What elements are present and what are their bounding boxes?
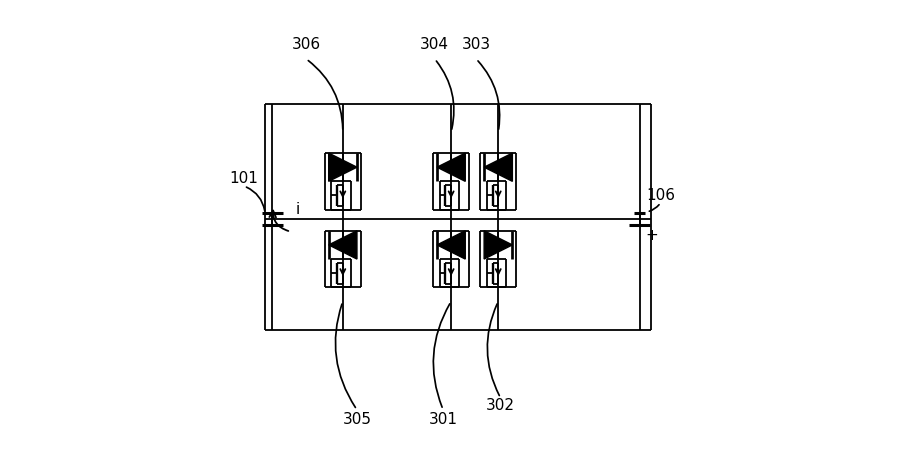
FancyArrowPatch shape (336, 304, 356, 407)
Text: 301: 301 (429, 412, 458, 427)
Polygon shape (437, 231, 465, 259)
Text: 306: 306 (291, 37, 321, 52)
Text: 106: 106 (647, 188, 675, 203)
FancyArrowPatch shape (449, 269, 454, 274)
FancyArrowPatch shape (649, 205, 659, 211)
FancyArrowPatch shape (308, 61, 343, 129)
Text: 305: 305 (343, 412, 372, 427)
Text: i: i (296, 202, 300, 217)
Polygon shape (328, 231, 357, 259)
FancyArrowPatch shape (449, 191, 454, 196)
Polygon shape (328, 153, 357, 181)
Polygon shape (484, 231, 512, 259)
FancyArrowPatch shape (478, 61, 500, 129)
FancyArrowPatch shape (247, 187, 265, 211)
FancyArrowPatch shape (496, 191, 501, 196)
FancyArrowPatch shape (434, 304, 450, 407)
FancyArrowPatch shape (436, 61, 454, 129)
FancyArrowPatch shape (496, 269, 501, 274)
FancyArrowPatch shape (340, 269, 346, 274)
Text: 101: 101 (229, 171, 258, 187)
Text: 304: 304 (420, 37, 449, 52)
Text: 302: 302 (486, 398, 515, 413)
FancyArrowPatch shape (487, 304, 500, 396)
Text: +: + (645, 228, 658, 243)
Polygon shape (484, 153, 512, 181)
Polygon shape (437, 153, 465, 181)
Text: 303: 303 (462, 37, 491, 52)
FancyArrowPatch shape (269, 211, 288, 231)
FancyArrowPatch shape (340, 191, 346, 196)
